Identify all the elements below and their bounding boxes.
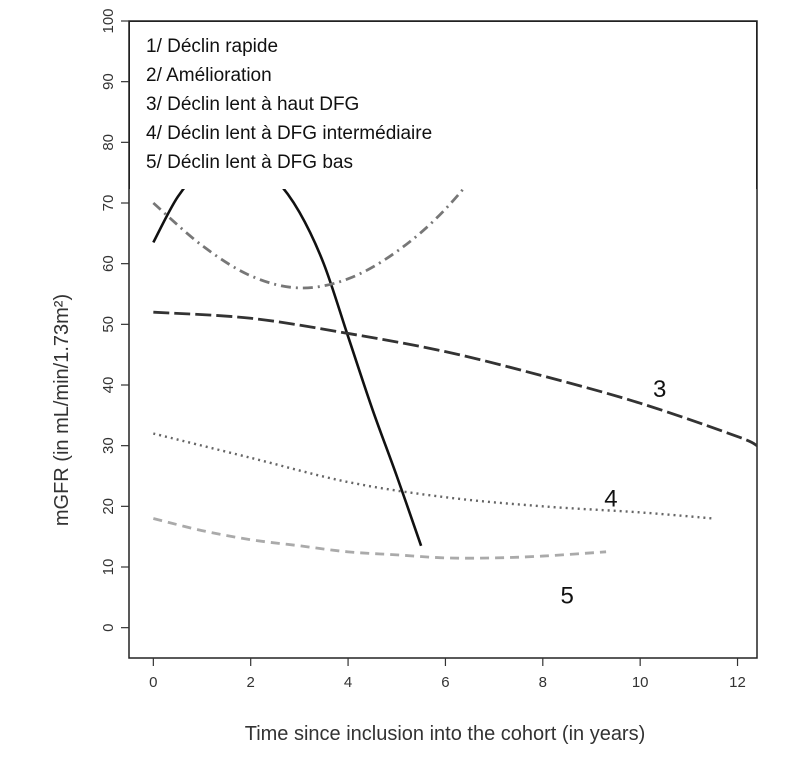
legend-item-3: 3/ Déclin lent à haut DFG — [146, 94, 360, 115]
x-tick-label: 4 — [344, 674, 352, 691]
x-tick-label: 0 — [149, 674, 157, 691]
series-5-line — [153, 517, 607, 560]
series-4-label: 4 — [604, 485, 617, 512]
x-tick-label: 10 — [632, 674, 649, 691]
x-tick-label: 8 — [539, 674, 547, 691]
legend: 1/ Déclin rapide 2/ Amélioration 3/ Décl… — [129, 21, 757, 189]
x-tick-label: 12 — [729, 674, 746, 691]
y-tick-label: 50 — [100, 316, 117, 333]
x-axis: 0 2 4 6 8 10 12 — [149, 658, 746, 691]
legend-item-5: 5/ Déclin lent à DFG bas — [146, 152, 353, 173]
y-tick-label: 0 — [100, 623, 117, 631]
y-tick-label: 60 — [100, 255, 117, 272]
series-1-line — [152, 155, 423, 547]
legend-item-2: 2/ Amélioration — [146, 65, 272, 86]
x-axis-title: Time since inclusion into the cohort (in… — [245, 723, 646, 745]
y-tick-label: 40 — [100, 377, 117, 394]
y-tick-label: 10 — [100, 559, 117, 576]
legend-item-1: 1/ Déclin rapide — [146, 36, 279, 57]
y-tick-label: 90 — [100, 73, 117, 90]
legend-item-4: 4/ Déclin lent à DFG intermédiaire — [146, 123, 433, 144]
y-tick-label: 100 — [100, 8, 117, 33]
x-tick-label: 6 — [441, 674, 449, 691]
y-axis-title: mGFR (in mL/min/1.73m²) — [51, 294, 73, 526]
y-tick-label: 30 — [100, 437, 117, 454]
x-tick-label: 2 — [247, 674, 255, 691]
y-axis: 0 10 20 30 40 50 60 70 80 90 100 — [100, 8, 129, 632]
y-tick-label: 80 — [100, 134, 117, 151]
series-3-label: 3 — [653, 376, 666, 403]
series-4-line — [153, 432, 714, 520]
y-tick-label: 20 — [100, 498, 117, 515]
y-tick-label: 70 — [100, 195, 117, 212]
series-5-label: 5 — [560, 582, 573, 609]
series-3-line — [153, 310, 758, 447]
